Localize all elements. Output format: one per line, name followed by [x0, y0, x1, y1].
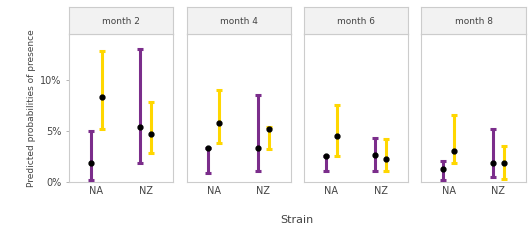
- Text: month 4: month 4: [220, 17, 258, 26]
- Text: Strain: Strain: [281, 215, 314, 225]
- Text: month 6: month 6: [337, 17, 375, 26]
- Y-axis label: Predicted probabilities of presence: Predicted probabilities of presence: [27, 29, 36, 187]
- Text: month 8: month 8: [455, 17, 493, 26]
- Text: month 2: month 2: [102, 17, 140, 26]
